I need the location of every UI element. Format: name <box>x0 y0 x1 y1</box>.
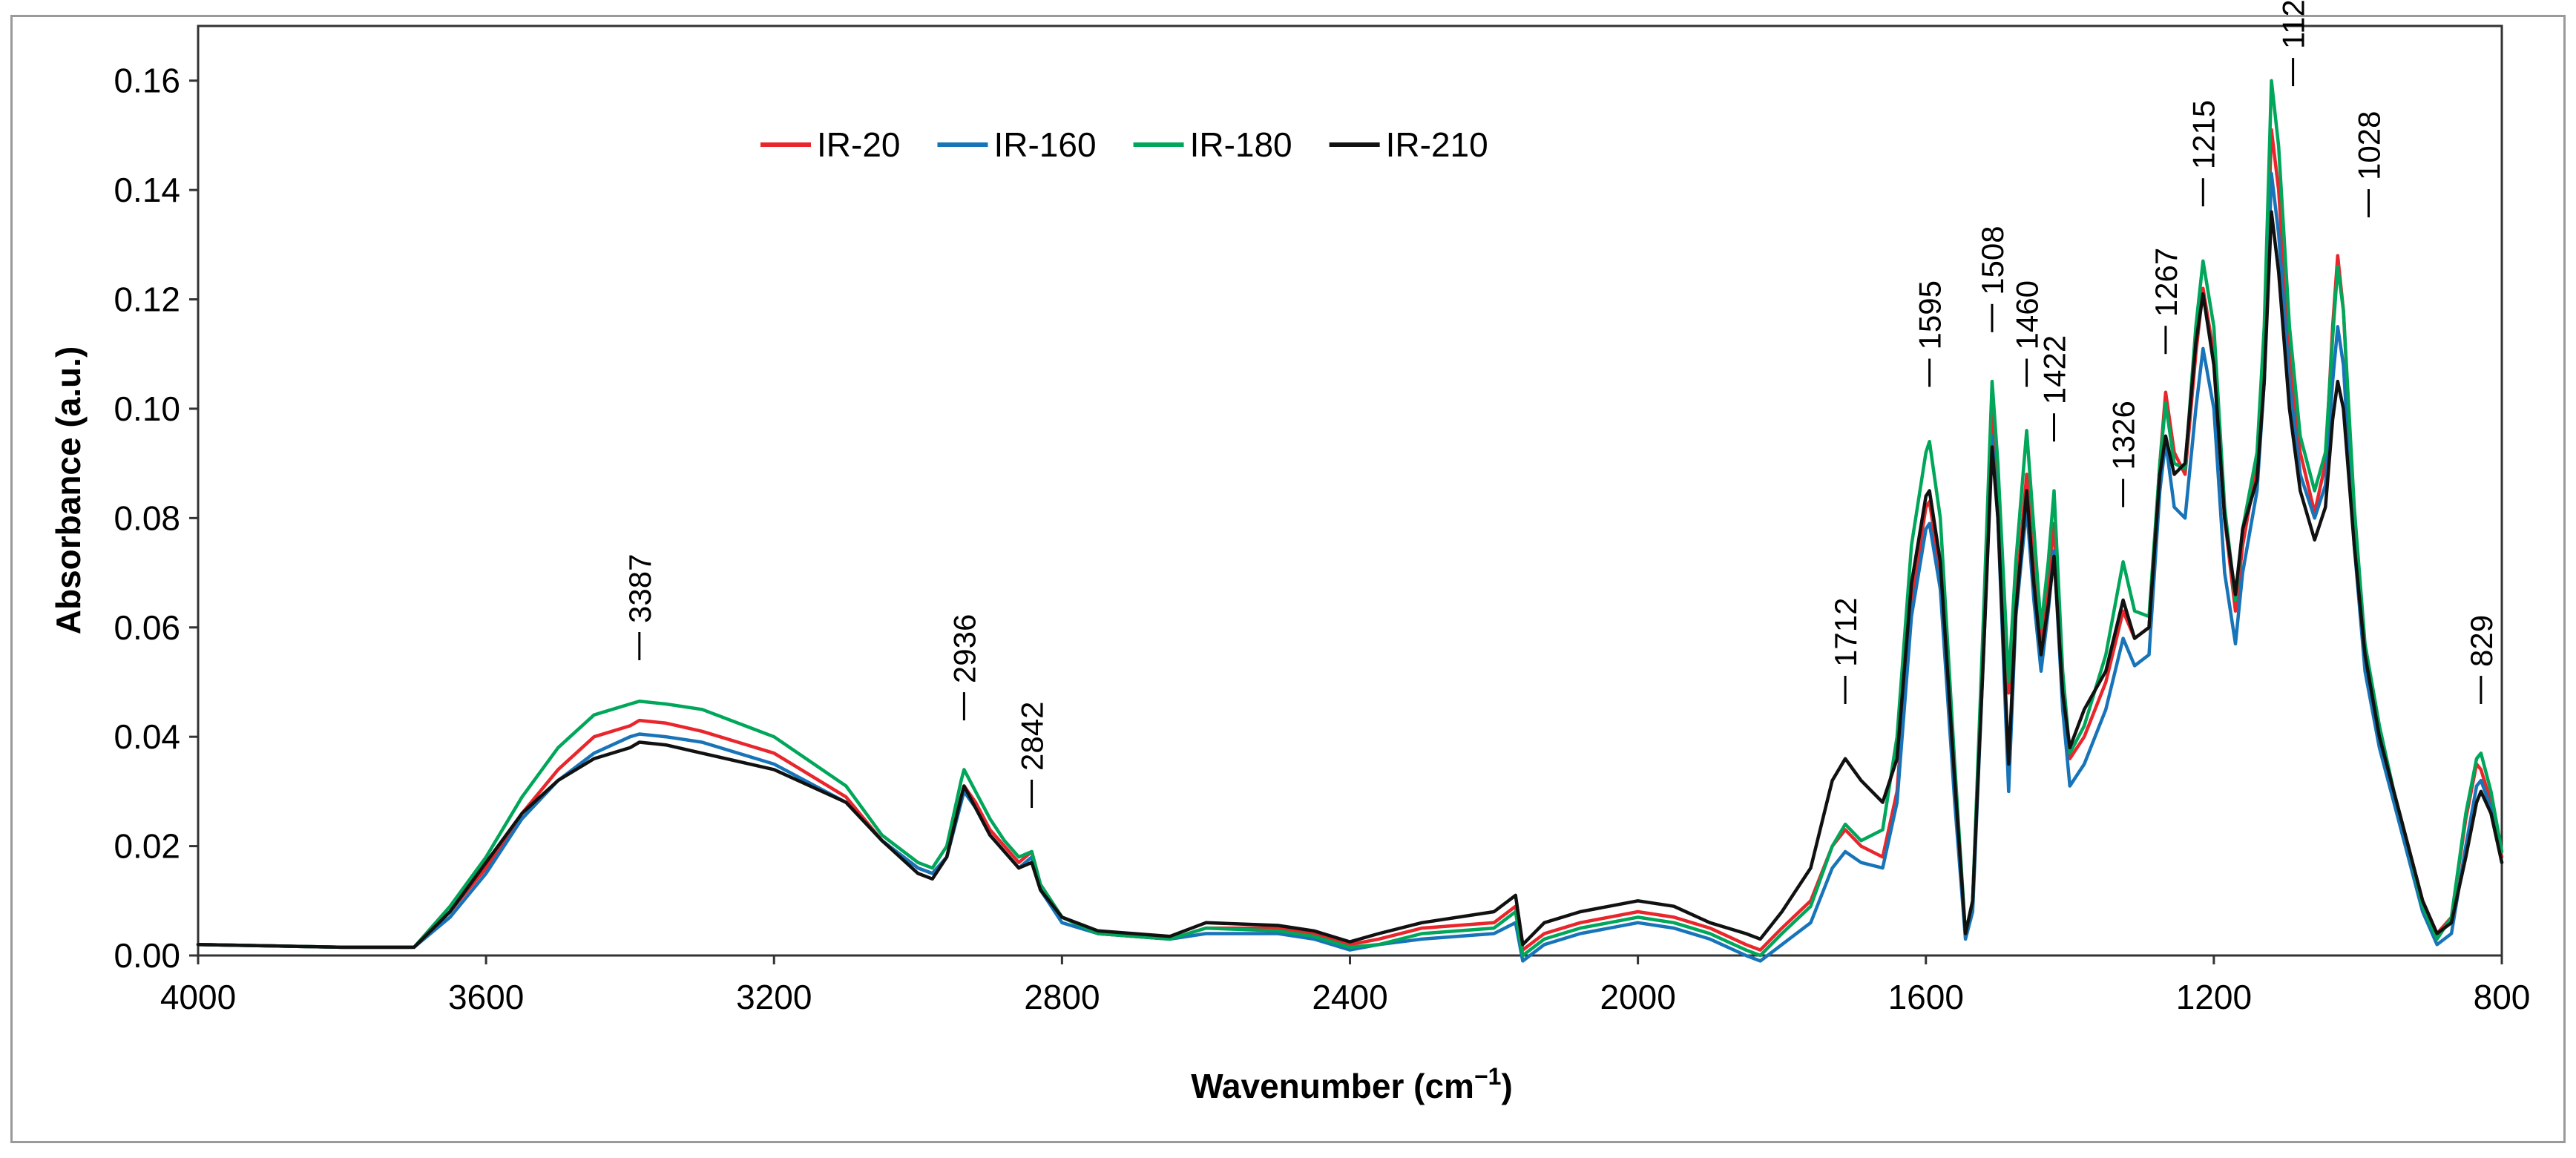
series-line-ir-210 <box>196 210 2504 950</box>
peak-annotation-label: 829 <box>2464 615 2499 667</box>
legend: IR-20 IR-160 IR-180 IR-210 <box>760 125 1488 164</box>
x-tick-label: 1200 <box>2176 978 2252 1016</box>
peak-annotation: 1267 <box>2149 248 2184 355</box>
series-layer <box>196 79 2504 963</box>
peak-annotation: 1508 <box>1975 226 2010 332</box>
legend-label: IR-160 <box>993 125 1096 164</box>
peak-annotation: 1028 <box>2352 111 2387 217</box>
legend-item-ir-160: IR-160 <box>937 125 1097 164</box>
peak-annotation-label: 1215 <box>2186 100 2221 169</box>
peak-annotation: 1422 <box>2037 335 2072 442</box>
peak-annotation-label: 1267 <box>2149 248 2184 317</box>
y-tick-label: 0.10 <box>114 389 180 428</box>
peak-annotation: 1712 <box>1828 598 1863 704</box>
x-tick-label: 3200 <box>736 978 812 1016</box>
peak-annotation: 3387 <box>622 554 657 660</box>
y-tick-label: 0.02 <box>114 827 180 866</box>
peak-annotation-label: 1460 <box>2010 280 2045 349</box>
x-tick-label: 2400 <box>1312 978 1387 1016</box>
peak-annotation: 1120 <box>2276 0 2311 87</box>
peak-annotation: 1460 <box>2010 280 2045 387</box>
peak-annotation-label: 1120 <box>2276 0 2311 49</box>
peak-annotation-label: 1422 <box>2037 335 2072 404</box>
peak-annotation-label: 2936 <box>947 614 982 683</box>
x-axis-title-end: ) <box>1501 1067 1512 1105</box>
legend-item-ir-180: IR-180 <box>1133 125 1292 164</box>
y-tick-label: 0.16 <box>114 62 180 100</box>
y-axis-title: Absorbance (a.u.) <box>49 346 88 635</box>
peak-annotation-label: 1326 <box>2106 401 2141 470</box>
x-tick-label: 2800 <box>1024 978 1100 1016</box>
x-axis-title-main: Wavenumber (cm <box>1191 1067 1474 1105</box>
peak-annotation-label: 3387 <box>622 554 657 623</box>
y-tick-label: 0.14 <box>114 171 180 209</box>
peak-annotation: 829 <box>2464 615 2499 704</box>
x-tick-label: 2000 <box>1600 978 1675 1016</box>
legend-label: IR-210 <box>1386 125 1488 164</box>
axis-layer: 0.00 0.02 0.04 0.06 0.08 0.10 0.12 0.14 0.16 4000… <box>114 62 2530 1016</box>
y-tick-label: 0.12 <box>114 280 180 319</box>
peak-annotation: 1215 <box>2186 100 2221 207</box>
peak-annotation-label: 1028 <box>2352 111 2387 180</box>
y-tick-label: 0.04 <box>114 717 180 756</box>
x-tick-label: 4000 <box>160 978 236 1016</box>
legend-label: IR-180 <box>1190 125 1292 164</box>
y-tick-label: 0.00 <box>114 936 180 975</box>
x-axis-title-superscript: −1 <box>1474 1063 1501 1090</box>
peak-annotation: 2936 <box>947 614 982 721</box>
peak-annotation: 2842 <box>1015 702 1050 808</box>
x-tick-label: 3600 <box>448 978 524 1016</box>
legend-item-ir-20: IR-20 <box>760 125 900 164</box>
peak-annotation-label: 2842 <box>1015 702 1050 771</box>
legend-label: IR-20 <box>817 125 900 164</box>
peak-annotation-label: 1508 <box>1975 226 2010 295</box>
peak-annotation: 1595 <box>1913 280 1948 387</box>
y-tick-label: 0.06 <box>114 608 180 647</box>
figure-frame <box>10 15 2566 1143</box>
peak-annotation: 1326 <box>2106 401 2141 507</box>
x-tick-label: 1600 <box>1888 978 1964 1016</box>
peak-annotation-label: 1712 <box>1828 598 1863 667</box>
x-axis-title: Wavenumber (cm−1) <box>1191 1063 1513 1105</box>
y-tick-label: 0.08 <box>114 499 180 537</box>
x-tick-label: 800 <box>2474 978 2531 1016</box>
legend-item-ir-210: IR-210 <box>1329 125 1488 164</box>
peak-annotation-label: 1595 <box>1913 280 1948 349</box>
series-line-ir-180 <box>196 79 2504 958</box>
